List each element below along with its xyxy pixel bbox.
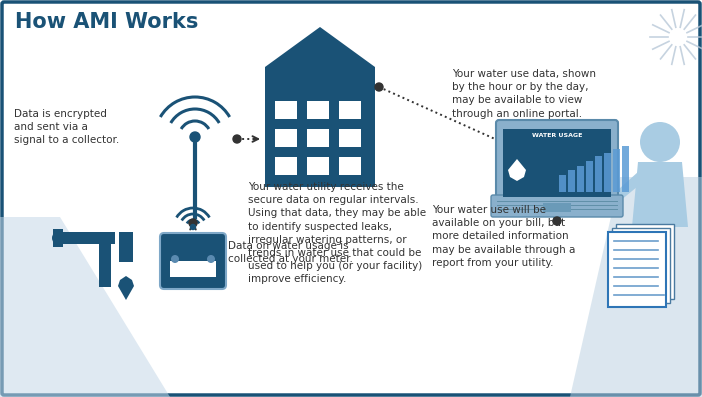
Text: Your water use data, shown
by the hour or by the day,
may be available to view
t: Your water use data, shown by the hour o…	[452, 69, 596, 119]
Circle shape	[52, 231, 66, 245]
Bar	[339, 157, 361, 175]
Text: WATER USAGE: WATER USAGE	[532, 133, 582, 138]
Polygon shape	[0, 217, 170, 397]
Bar	[275, 101, 297, 119]
FancyBboxPatch shape	[496, 120, 618, 202]
Circle shape	[190, 224, 195, 229]
Circle shape	[190, 132, 200, 142]
Polygon shape	[265, 27, 375, 187]
Bar	[503, 129, 611, 197]
Bar	[568, 170, 575, 192]
Bar	[119, 232, 133, 262]
Circle shape	[233, 135, 241, 143]
Bar	[622, 146, 629, 192]
Bar	[604, 152, 611, 192]
Bar	[586, 161, 593, 192]
Polygon shape	[610, 172, 643, 205]
Polygon shape	[570, 177, 702, 397]
Bar	[307, 157, 329, 175]
Circle shape	[171, 255, 179, 263]
Bar	[577, 166, 584, 192]
Bar	[170, 261, 216, 277]
Bar	[543, 203, 571, 212]
FancyBboxPatch shape	[160, 233, 226, 289]
Circle shape	[189, 219, 197, 227]
Bar	[275, 129, 297, 147]
Bar	[307, 129, 329, 147]
Text: Data on water usage is
collected at your meter.: Data on water usage is collected at your…	[228, 241, 353, 264]
Bar	[307, 101, 329, 119]
Bar	[595, 156, 602, 192]
Polygon shape	[632, 162, 688, 227]
Circle shape	[640, 122, 680, 162]
Text: Data is encrypted
and sent via a
signal to a collector.: Data is encrypted and sent via a signal …	[14, 109, 119, 145]
Text: Your water use will be
available on your bill, but
more detailed information
may: Your water use will be available on your…	[432, 205, 576, 268]
Bar	[339, 101, 361, 119]
Bar	[559, 175, 566, 192]
Text: Your water utility receives the
secure data on regular intervals.
Using that dat: Your water utility receives the secure d…	[248, 182, 426, 284]
Circle shape	[553, 217, 561, 225]
FancyBboxPatch shape	[612, 228, 670, 303]
Bar	[339, 129, 361, 147]
Bar	[613, 149, 620, 192]
FancyBboxPatch shape	[616, 224, 674, 299]
Polygon shape	[508, 159, 526, 181]
Circle shape	[375, 83, 383, 91]
FancyBboxPatch shape	[608, 232, 666, 307]
Bar	[60, 232, 115, 244]
Circle shape	[207, 255, 215, 263]
Polygon shape	[118, 276, 134, 300]
Bar	[53, 229, 63, 247]
Text: How AMI Works: How AMI Works	[15, 12, 199, 32]
Bar	[99, 232, 111, 287]
FancyBboxPatch shape	[491, 195, 623, 217]
Bar	[275, 157, 297, 175]
